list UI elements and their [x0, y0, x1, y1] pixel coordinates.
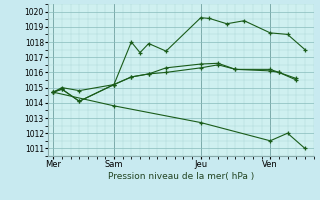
X-axis label: Pression niveau de la mer( hPa ): Pression niveau de la mer( hPa ) [108, 172, 254, 181]
